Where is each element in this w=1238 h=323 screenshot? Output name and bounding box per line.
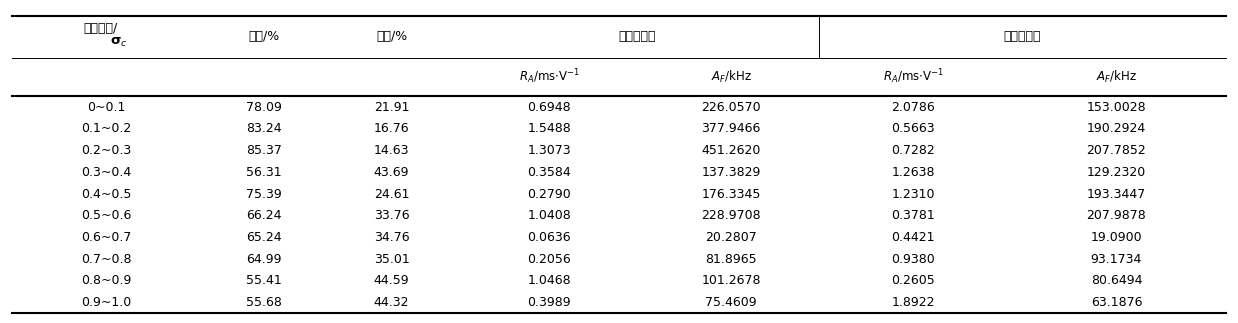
Text: 1.2638: 1.2638 <box>891 166 935 179</box>
Text: 43.69: 43.69 <box>374 166 410 179</box>
Text: 0.9~1.0: 0.9~1.0 <box>82 296 131 309</box>
Text: 0.3~0.4: 0.3~0.4 <box>82 166 131 179</box>
Text: 35.01: 35.01 <box>374 253 410 266</box>
Text: 0.7282: 0.7282 <box>891 144 935 157</box>
Text: $R_A$/ms$\cdot$V$^{-1}$: $R_A$/ms$\cdot$V$^{-1}$ <box>519 68 579 87</box>
Text: $\mathbf{\sigma}_c$: $\mathbf{\sigma}_c$ <box>110 36 128 49</box>
Text: 207.7852: 207.7852 <box>1087 144 1146 157</box>
Text: 377.9466: 377.9466 <box>702 122 761 135</box>
Text: 剪切/%: 剪切/% <box>376 30 407 44</box>
Text: 2.0786: 2.0786 <box>891 101 935 114</box>
Text: 129.2320: 129.2320 <box>1087 166 1146 179</box>
Text: 44.59: 44.59 <box>374 274 410 287</box>
Text: 0.2790: 0.2790 <box>527 187 571 201</box>
Text: 张拉/%: 张拉/% <box>249 30 280 44</box>
Text: 1.0408: 1.0408 <box>527 209 571 222</box>
Text: 0.6~0.7: 0.6~0.7 <box>82 231 131 244</box>
Text: 193.3447: 193.3447 <box>1087 187 1146 201</box>
Text: 83.24: 83.24 <box>246 122 282 135</box>
Text: 1.0468: 1.0468 <box>527 274 571 287</box>
Text: 78.09: 78.09 <box>246 101 282 114</box>
Text: 0.0636: 0.0636 <box>527 231 571 244</box>
Text: 56.31: 56.31 <box>246 166 282 179</box>
Text: 101.2678: 101.2678 <box>702 274 761 287</box>
Text: 65.24: 65.24 <box>246 231 282 244</box>
Text: 14.63: 14.63 <box>374 144 410 157</box>
Text: 63.1876: 63.1876 <box>1091 296 1143 309</box>
Text: 0.2605: 0.2605 <box>891 274 935 287</box>
Text: 1.3073: 1.3073 <box>527 144 571 157</box>
Text: 0.8~0.9: 0.8~0.9 <box>82 274 131 287</box>
Text: 1.2310: 1.2310 <box>891 187 935 201</box>
Text: 20.2807: 20.2807 <box>706 231 758 244</box>
Text: 应力区间/: 应力区间/ <box>83 22 118 36</box>
Text: 75.4609: 75.4609 <box>706 296 758 309</box>
Text: 19.0900: 19.0900 <box>1091 231 1143 244</box>
Text: 176.3345: 176.3345 <box>702 187 761 201</box>
Text: 剪切平均值: 剪切平均值 <box>1004 30 1041 44</box>
Text: 21.91: 21.91 <box>374 101 410 114</box>
Text: 190.2924: 190.2924 <box>1087 122 1146 135</box>
Text: 75.39: 75.39 <box>246 187 282 201</box>
Text: 0.7~0.8: 0.7~0.8 <box>82 253 131 266</box>
Text: $R_A$/ms$\cdot$V$^{-1}$: $R_A$/ms$\cdot$V$^{-1}$ <box>883 68 943 87</box>
Text: 0.5~0.6: 0.5~0.6 <box>82 209 131 222</box>
Text: 85.37: 85.37 <box>246 144 282 157</box>
Text: 55.41: 55.41 <box>246 274 282 287</box>
Text: 0.5663: 0.5663 <box>891 122 935 135</box>
Text: 16.76: 16.76 <box>374 122 410 135</box>
Text: $A_F$/kHz: $A_F$/kHz <box>711 69 751 85</box>
Text: 34.76: 34.76 <box>374 231 410 244</box>
Text: 0.2056: 0.2056 <box>527 253 571 266</box>
Text: 80.6494: 80.6494 <box>1091 274 1143 287</box>
Text: 0.3989: 0.3989 <box>527 296 571 309</box>
Text: 33.76: 33.76 <box>374 209 410 222</box>
Text: 0.3584: 0.3584 <box>527 166 571 179</box>
Text: 24.61: 24.61 <box>374 187 410 201</box>
Text: 1.8922: 1.8922 <box>891 296 935 309</box>
Text: 66.24: 66.24 <box>246 209 282 222</box>
Text: 81.8965: 81.8965 <box>706 253 758 266</box>
Text: 1.5488: 1.5488 <box>527 122 571 135</box>
Text: 0.3781: 0.3781 <box>891 209 935 222</box>
Text: 93.1734: 93.1734 <box>1091 253 1143 266</box>
Text: 226.0570: 226.0570 <box>702 101 761 114</box>
Text: 0.1~0.2: 0.1~0.2 <box>82 122 131 135</box>
Text: $A_F$/kHz: $A_F$/kHz <box>1096 69 1136 85</box>
Text: 55.68: 55.68 <box>246 296 282 309</box>
Text: 0.9380: 0.9380 <box>891 253 935 266</box>
Text: 0~0.1: 0~0.1 <box>87 101 125 114</box>
Text: 153.0028: 153.0028 <box>1087 101 1146 114</box>
Text: 451.2620: 451.2620 <box>702 144 761 157</box>
Text: 64.99: 64.99 <box>246 253 282 266</box>
Text: 0.6948: 0.6948 <box>527 101 571 114</box>
Text: 44.32: 44.32 <box>374 296 410 309</box>
Text: 207.9878: 207.9878 <box>1087 209 1146 222</box>
Text: 0.4421: 0.4421 <box>891 231 935 244</box>
Text: 228.9708: 228.9708 <box>702 209 761 222</box>
Text: 0.4~0.5: 0.4~0.5 <box>82 187 131 201</box>
Text: 张力平均值: 张力平均值 <box>619 30 656 44</box>
Text: 0.2~0.3: 0.2~0.3 <box>82 144 131 157</box>
Text: 137.3829: 137.3829 <box>702 166 761 179</box>
